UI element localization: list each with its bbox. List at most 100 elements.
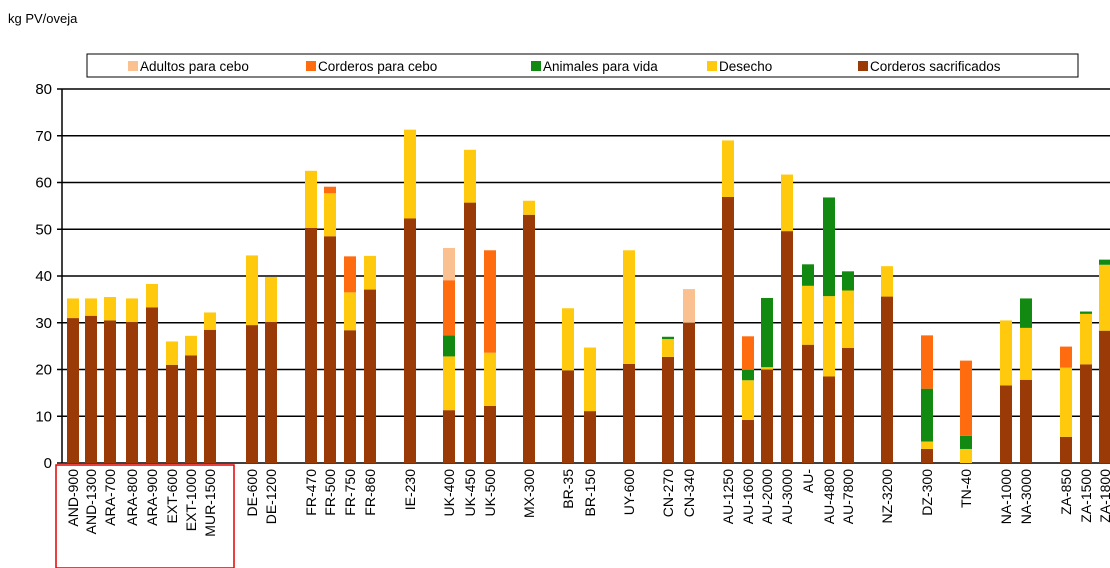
bar-segment	[662, 336, 674, 340]
bar-segment	[921, 441, 933, 449]
x-tick-label: DE-1200	[263, 469, 279, 524]
bar-segment	[104, 297, 116, 321]
highlight-box-spain	[55, 464, 235, 568]
bar-segment	[584, 347, 596, 412]
x-tick-label: NA-1000	[998, 469, 1014, 524]
x-tick-label: BR-150	[582, 469, 598, 517]
bar-segment	[1060, 346, 1072, 368]
y-tick-label: 10	[35, 408, 52, 425]
x-tick-label: EXT-600	[164, 469, 180, 524]
x-tick-label: CN-340	[681, 469, 697, 517]
x-tick-label: CN-270	[660, 469, 676, 517]
bar-segment	[742, 369, 754, 381]
bar-segment	[742, 336, 754, 370]
bar-segment	[921, 335, 933, 389]
bar-segment	[1080, 311, 1092, 314]
legend-entry: Animales para vida	[543, 59, 658, 74]
y-tick-label: 50	[35, 221, 52, 238]
bar-segment	[324, 236, 336, 463]
bar-segment	[960, 435, 972, 449]
legend-swatch	[128, 61, 138, 71]
x-tick-label: ZA-1800	[1097, 469, 1110, 523]
bar-segment	[265, 321, 277, 463]
bar-segment	[523, 200, 535, 215]
bar-segment	[204, 329, 216, 463]
bar-segment	[781, 231, 793, 463]
bar-segment	[246, 255, 258, 326]
bar-segment	[802, 264, 814, 286]
bar-segment	[85, 298, 97, 316]
bar-segment	[742, 380, 754, 420]
bar-segment	[823, 296, 835, 377]
legend-entry: Adultos para cebo	[140, 59, 249, 74]
bar-segment	[921, 388, 933, 442]
y-tick-label: 40	[35, 268, 52, 285]
bar-segment	[842, 347, 854, 463]
bar-segment	[344, 292, 356, 331]
bar-segment	[683, 289, 695, 323]
x-tick-label: UK-450	[462, 469, 478, 517]
legend-swatch	[707, 61, 717, 71]
bar-segment	[623, 363, 635, 463]
bar-segment	[662, 339, 674, 357]
bar-segment	[443, 280, 455, 336]
y-tick-label: 60	[35, 175, 52, 192]
x-tick-label: ARA-900	[144, 469, 160, 526]
bar-segment	[246, 325, 258, 463]
bar-segment	[722, 196, 734, 463]
bar-segment	[443, 247, 455, 281]
bar-segment	[562, 308, 574, 371]
x-tick-label: AU-1600	[740, 469, 756, 524]
x-tick-label: NA-3000	[1018, 469, 1034, 524]
x-tick-label: NZ-3200	[879, 469, 895, 524]
bar-segment	[67, 298, 79, 319]
bar-segment	[324, 186, 336, 194]
bar-segment	[443, 410, 455, 463]
bar-segment	[484, 405, 496, 463]
bar-segment	[802, 344, 814, 463]
bar-segment	[484, 352, 496, 406]
bar-segment	[960, 448, 972, 463]
legend-swatch	[531, 61, 541, 71]
bar-segment	[761, 297, 773, 368]
bar-segment	[1099, 330, 1110, 463]
bar-segment	[126, 321, 138, 463]
bars	[67, 129, 1110, 464]
y-tick-labels: 0 10 20 30 40 50 60 70 80	[35, 81, 62, 472]
legend-swatch	[306, 61, 316, 71]
y-tick-label: 30	[35, 315, 52, 332]
bar-segment	[185, 335, 197, 356]
x-tick-label: MUR-1500	[202, 469, 218, 537]
bar-segment	[104, 320, 116, 463]
bar-segment	[67, 318, 79, 463]
legend-swatch	[858, 61, 868, 71]
bar-segment	[364, 255, 376, 290]
bar-segment	[364, 289, 376, 463]
bar-segment	[344, 256, 356, 293]
bar-segment	[1060, 436, 1072, 463]
x-tick-label: AU-	[800, 469, 816, 493]
bar-segment	[1020, 298, 1032, 328]
bar-segment	[562, 370, 574, 463]
bar-segment	[921, 448, 933, 463]
x-tick-label: DZ-300	[919, 469, 935, 516]
bar-segment	[761, 369, 773, 463]
bar-segment	[344, 330, 356, 463]
bar-segment	[781, 174, 793, 232]
bar-segment	[85, 315, 97, 463]
x-tick-label: UK-500	[482, 469, 498, 517]
x-tick-label: AU-7800	[840, 469, 856, 524]
bar-segment	[464, 202, 476, 464]
bar-segment	[1020, 379, 1032, 463]
bar-segment	[185, 355, 197, 463]
bar-segment	[823, 197, 835, 297]
legend-entry: Corderos sacrificados	[870, 59, 1001, 74]
gridlines	[62, 88, 1110, 464]
bar-segment	[484, 250, 496, 353]
x-tick-label: AND-1300	[83, 469, 99, 535]
x-tick-label: AND-900	[65, 469, 81, 527]
bar-segment	[881, 296, 893, 463]
bar-segment	[464, 149, 476, 203]
bar-segment	[324, 193, 336, 237]
